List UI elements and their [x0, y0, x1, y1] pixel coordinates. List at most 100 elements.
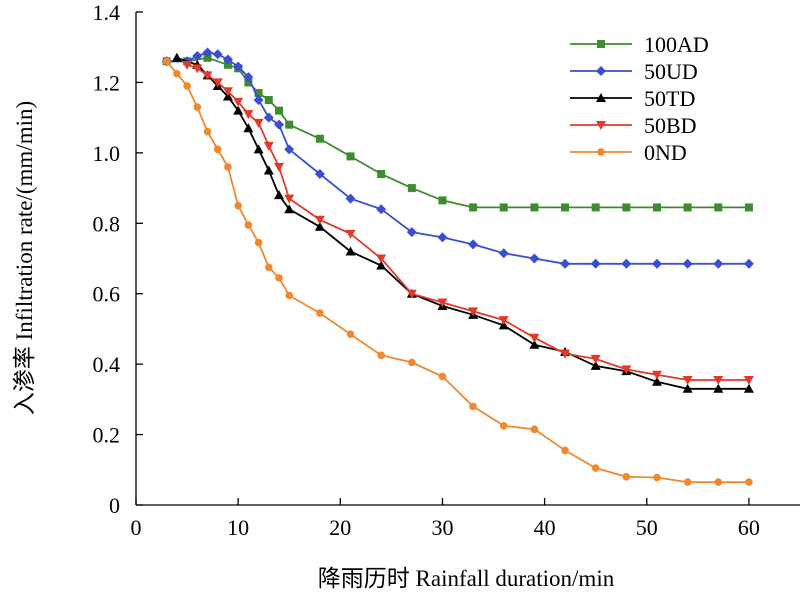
data-point-50UD-19: [529, 253, 540, 264]
data-point-100AD-21: [652, 203, 661, 212]
data-point-50TD-9: [274, 190, 285, 200]
x-tick-label-5: 50: [636, 515, 658, 540]
data-point-0ND-26: [714, 478, 723, 486]
data-point-100AD-23: [714, 203, 723, 212]
data-point-100AD-14: [438, 196, 447, 205]
y-tick-label-4: 0.8: [93, 211, 121, 236]
data-point-50UD-21: [590, 258, 601, 269]
data-point-50TD-11: [314, 221, 325, 231]
data-point-50UD-22: [621, 258, 632, 269]
data-point-50TD-23: [682, 383, 693, 393]
data-point-50UD-12: [314, 168, 325, 179]
axes: 0 10 20 30 40 50 60 0 0.2 0.4 0.6 0.8 1.0 1.2 1.4: [93, 0, 800, 540]
data-point-50BD-25: [743, 375, 754, 385]
series-0ND: [162, 57, 753, 486]
data-point-100AD-22: [683, 203, 692, 212]
data-point-50UD-13: [345, 193, 356, 204]
data-point-50BD-20: [590, 354, 601, 364]
data-point-50BD-17: [498, 316, 509, 326]
data-point-0ND-5: [213, 145, 222, 154]
data-point-0ND-27: [745, 478, 753, 486]
data-point-50TD-18: [529, 339, 540, 349]
data-point-0ND-10: [265, 263, 273, 272]
data-point-100AD-20: [622, 203, 631, 212]
data-point-0ND-14: [346, 330, 355, 339]
data-point-50UD-6: [233, 61, 244, 72]
data-point-100AD-17: [530, 203, 539, 212]
data-point-50BD-14: [406, 289, 417, 299]
legend-item-100AD: 100AD: [570, 32, 709, 57]
data-point-0ND-7: [234, 201, 242, 210]
data-point-100AD-7: [264, 96, 273, 105]
data-point-0ND-11: [275, 274, 283, 282]
data-point-0ND-13: [316, 309, 324, 317]
x-axis-title: 降雨历时 Rainfall duration/min: [318, 566, 615, 591]
data-point-50BD-13: [376, 254, 387, 264]
data-point-0ND-2: [183, 82, 191, 90]
data-point-0ND-18: [469, 402, 477, 411]
y-axis-title: 入渗率 Infiltration rate/(mm/min): [12, 101, 37, 415]
data-point-50UD-5: [222, 54, 233, 65]
x-tick-label-0: 0: [131, 515, 142, 540]
y-tick-label-7: 1.4: [93, 0, 121, 25]
data-point-100AD-8: [275, 106, 284, 115]
data-point-50BD-12: [345, 229, 356, 239]
data-point-100AD-18: [561, 203, 570, 212]
data-point-0ND-3: [193, 103, 202, 111]
data-point-0ND-6: [224, 163, 232, 171]
legend-label-100AD: 100AD: [644, 32, 709, 57]
data-point-100AD-9: [285, 120, 294, 129]
data-point-100AD-5: [244, 78, 253, 87]
legend-label-50BD: 50BD: [644, 113, 697, 138]
data-point-50BD-21: [621, 365, 632, 375]
series-50BD: [182, 60, 754, 385]
data-point-0ND-22: [591, 464, 600, 472]
legend-item-0ND: 0ND: [570, 140, 687, 165]
legend-label-50UD: 50UD: [644, 59, 698, 84]
data-point-50BD-11: [314, 215, 325, 225]
data-point-100AD-6: [254, 88, 263, 97]
data-point-50TD-24: [713, 383, 724, 393]
legend-item-50BD: 50BD: [570, 113, 697, 138]
data-point-50BD-10: [284, 194, 295, 204]
data-point-0ND-8: [244, 221, 253, 229]
data-point-50UD-15: [406, 227, 417, 238]
data-point-50UD-14: [376, 204, 387, 215]
data-point-50TD-6: [243, 123, 254, 133]
data-point-50UD-16: [437, 232, 448, 243]
data-point-100AD-13: [407, 184, 416, 193]
data-point-50UD-17: [468, 239, 479, 250]
x-tick-label-1: 10: [227, 515, 249, 540]
data-point-50UD-3: [202, 47, 213, 58]
data-point-50BD-18: [529, 333, 540, 343]
data-point-100AD-19: [591, 203, 600, 212]
data-point-50BD-5: [233, 97, 244, 107]
legend-marker-50UD: [596, 66, 606, 76]
data-point-0ND-19: [499, 421, 508, 430]
data-point-50UD-2: [192, 51, 203, 62]
data-point-100AD-3: [223, 60, 232, 69]
data-point-50BD-7: [253, 118, 264, 128]
data-point-100AD-10: [315, 134, 324, 143]
data-point-50BD-0: [182, 60, 193, 70]
data-point-50UD-26: [743, 258, 754, 269]
y-tick-label-2: 0.4: [93, 352, 121, 377]
y-tick-label-5: 1.0: [93, 141, 121, 166]
x-tick-label-2: 20: [329, 515, 351, 540]
legend-item-50UD: 50UD: [570, 59, 698, 84]
data-point-0ND-17: [438, 372, 447, 381]
data-point-50BD-22: [651, 370, 662, 380]
legend-marker-0ND: [597, 148, 605, 156]
data-point-100AD-15: [469, 203, 478, 212]
data-point-100AD-2: [203, 53, 212, 62]
data-point-50BD-8: [263, 141, 274, 151]
series-line-0ND: [165, 60, 749, 484]
data-point-50UD-24: [682, 258, 693, 269]
data-point-50TD-13: [376, 260, 387, 270]
y-tick-label-0: 0: [109, 493, 120, 518]
data-point-50UD-23: [651, 258, 662, 269]
data-point-50UD-25: [713, 258, 724, 269]
data-point-50BD-4: [222, 87, 233, 97]
legend-marker-50BD: [596, 121, 606, 130]
